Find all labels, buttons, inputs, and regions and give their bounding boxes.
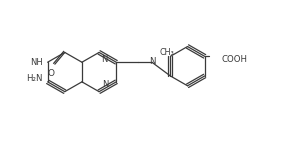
Text: COOH: COOH <box>221 55 247 64</box>
Text: N: N <box>102 80 108 89</box>
Text: CH₃: CH₃ <box>160 48 175 57</box>
Text: N: N <box>149 57 155 66</box>
Text: NH: NH <box>30 58 43 67</box>
Text: O: O <box>48 69 54 78</box>
Text: N: N <box>101 55 107 64</box>
Text: H₂N: H₂N <box>26 74 43 83</box>
